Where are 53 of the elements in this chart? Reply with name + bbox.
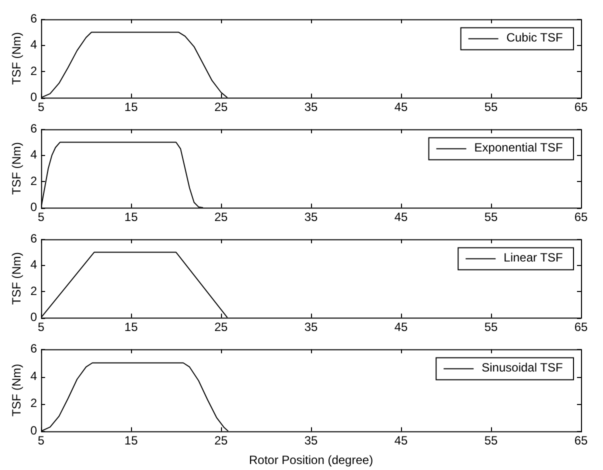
x-tick-label: 55	[484, 434, 498, 448]
y-tick-label: 2	[30, 396, 38, 410]
x-tick-label: 15	[124, 320, 138, 334]
y-tick-label: 4	[30, 258, 38, 272]
x-tick-label: 35	[304, 434, 318, 448]
y-tick-label: 6	[30, 232, 38, 246]
x-tick-label: 15	[124, 100, 138, 114]
y-tick-label: 0	[30, 200, 38, 214]
x-tick-label: 5	[38, 210, 45, 224]
y-tick-label: 6	[30, 12, 38, 26]
x-tick-label: 55	[484, 320, 498, 334]
y-axis-title: TSF (Nm)	[10, 142, 24, 195]
x-tick-label: 15	[124, 434, 138, 448]
y-tick-label: 6	[30, 342, 38, 356]
y-tick-label: 4	[30, 38, 38, 52]
y-tick-label: 0	[30, 424, 38, 438]
x-tick-label: 5	[38, 434, 45, 448]
y-axis-title: TSF (Nm)	[10, 32, 24, 85]
x-tick-label: 45	[394, 434, 408, 448]
y-axis-title: TSF (Nm)	[10, 252, 24, 305]
y-tick-label: 2	[30, 284, 38, 298]
x-tick-label: 65	[574, 320, 588, 334]
y-tick-label: 4	[30, 368, 38, 383]
x-axis-title: Rotor Position (degree)	[249, 453, 374, 468]
x-tick-label: 25	[214, 210, 228, 224]
x-tick-label: 55	[484, 100, 498, 114]
x-tick-label: 25	[214, 320, 228, 334]
legend-label: Cubic TSF	[506, 30, 563, 45]
x-tick-label: 65	[574, 434, 588, 448]
x-tick-label: 65	[574, 210, 588, 224]
x-tick-label: 5	[38, 100, 45, 114]
x-tick-label: 45	[394, 100, 408, 114]
legend-label: Sinusoidal TSF	[482, 360, 563, 375]
x-tick-label: 45	[394, 320, 408, 334]
y-tick-label: 0	[30, 90, 38, 104]
y-tick-label: 2	[30, 64, 38, 78]
legend-label: Linear TSF	[504, 250, 563, 265]
x-tick-label: 5	[38, 320, 45, 334]
y-tick-label: 0	[30, 310, 38, 324]
x-tick-label: 55	[484, 210, 498, 224]
x-tick-label: 25	[214, 100, 228, 114]
y-axis-title: TSF (Nm)	[10, 364, 24, 417]
x-tick-label: 45	[394, 210, 408, 224]
y-tick-label: 2	[30, 174, 38, 188]
x-tick-label: 65	[574, 100, 588, 114]
x-tick-label: 15	[124, 210, 138, 224]
x-tick-label: 35	[304, 320, 318, 334]
y-tick-label: 4	[30, 148, 38, 162]
x-tick-label: 35	[304, 100, 318, 114]
legend-label: Exponential TSF	[474, 140, 563, 155]
x-tick-label: 35	[304, 210, 318, 224]
x-tick-label: 25	[214, 434, 228, 448]
y-tick-label: 6	[30, 122, 38, 136]
